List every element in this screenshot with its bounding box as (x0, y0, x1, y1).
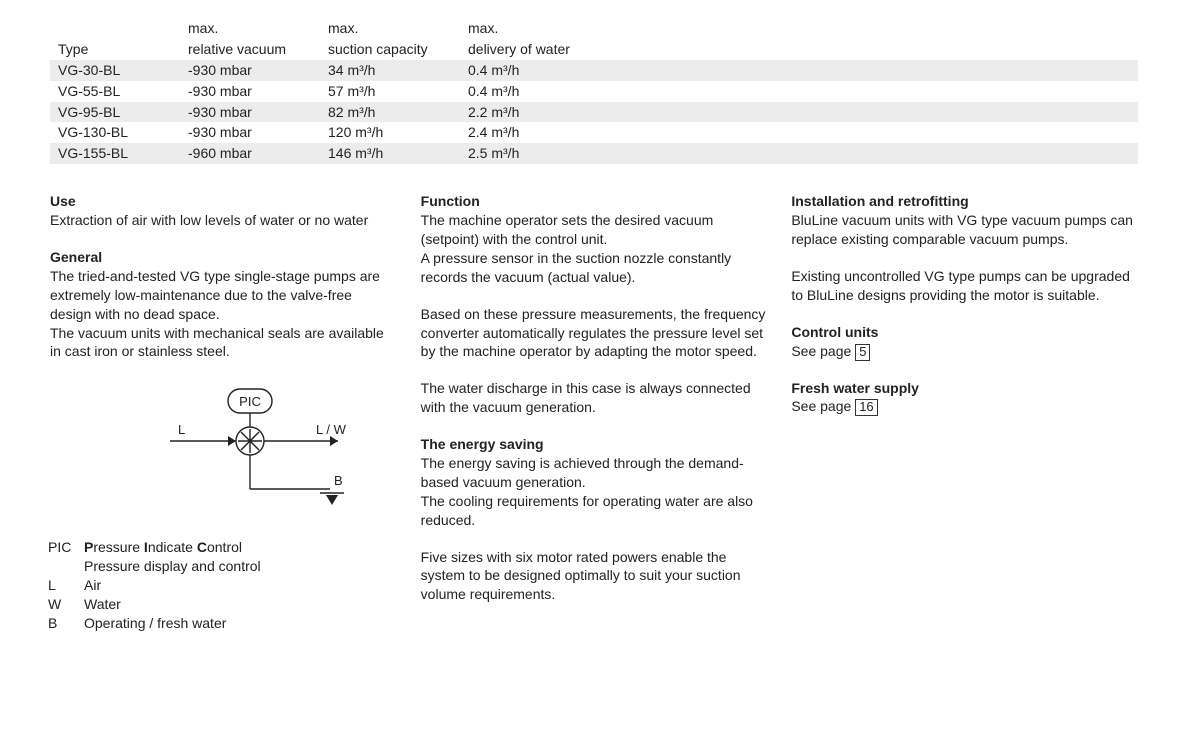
energy-heading: The energy saving (421, 435, 768, 454)
legend-key-l: L (48, 576, 84, 595)
table-row: VG-130-BL -930 mbar 120 m³/h 2.4 m³/h (50, 122, 1138, 143)
cell-del: 0.4 m³/h (460, 81, 1138, 102)
energy-p2: The cooling requirements for operating w… (421, 492, 768, 530)
spec-table: max. max. max. Type relative vacuum suct… (50, 18, 1138, 164)
table-row: VG-30-BL -930 mbar 34 m³/h 0.4 m³/h (50, 60, 1138, 81)
cell-type: VG-130-BL (50, 122, 180, 143)
energy-p1: The energy saving is achieved through th… (421, 454, 768, 492)
th-del: delivery of water (460, 39, 1138, 60)
legend-pic-bold: Pressure Indicate Control (84, 538, 242, 557)
cell-del: 2.2 m³/h (460, 102, 1138, 123)
cell-vac: -960 mbar (180, 143, 320, 164)
cell-del: 2.4 m³/h (460, 122, 1138, 143)
th-pre-vac: max. (180, 18, 320, 39)
cell-type: VG-95-BL (50, 102, 180, 123)
cell-suc: 57 m³/h (320, 81, 460, 102)
legend-l: Air (84, 576, 101, 595)
table-row: VG-95-BL -930 mbar 82 m³/h 2.2 m³/h (50, 102, 1138, 123)
cell-suc: 120 m³/h (320, 122, 460, 143)
svg-text:L: L (178, 422, 185, 437)
install-p2: Existing uncontrolled VG type pumps can … (791, 267, 1138, 305)
legend-key-w: W (48, 595, 84, 614)
table-row: VG-155-BL -960 mbar 146 m³/h 2.5 m³/h (50, 143, 1138, 164)
th-suc: suction capacity (320, 39, 460, 60)
th-type: Type (50, 39, 180, 60)
text-columns: Use Extraction of air with low levels of… (50, 192, 1138, 633)
cell-vac: -930 mbar (180, 81, 320, 102)
install-heading: Installation and retrofitting (791, 192, 1138, 211)
cell-del: 0.4 m³/h (460, 60, 1138, 81)
legend-key-b: B (48, 614, 84, 633)
energy-p3: Five sizes with six motor rated powers e… (421, 548, 768, 605)
legend-pic-sub: Pressure display and control (84, 557, 261, 576)
control-see: See page 5 (791, 342, 1138, 361)
use-text: Extraction of air with low levels of wat… (50, 211, 397, 230)
cell-del: 2.5 m³/h (460, 143, 1138, 164)
col-left: Use Extraction of air with low levels of… (50, 192, 397, 633)
cell-suc: 146 m³/h (320, 143, 460, 164)
function-p3: Based on these pressure measurements, th… (421, 305, 768, 362)
use-heading: Use (50, 192, 397, 211)
function-p4: The water discharge in this case is alwa… (421, 379, 768, 417)
legend-w: Water (84, 595, 121, 614)
table-row: VG-55-BL -930 mbar 57 m³/h 0.4 m³/h (50, 81, 1138, 102)
legend-key-pic: PIC (48, 538, 84, 557)
th-pre-del: max. (460, 18, 1138, 39)
pageref-control[interactable]: 5 (855, 344, 870, 361)
svg-text:B: B (334, 473, 343, 488)
th-pre-suc: max. (320, 18, 460, 39)
th-vac: relative vacuum (180, 39, 320, 60)
fresh-see: See page 16 (791, 397, 1138, 416)
general-text-2: The vacuum units with mechanical seals a… (50, 324, 397, 362)
cell-suc: 34 m³/h (320, 60, 460, 81)
install-p1: BluLine vacuum units with VG type vacuum… (791, 211, 1138, 249)
cell-vac: -930 mbar (180, 122, 320, 143)
general-heading: General (50, 248, 397, 267)
cell-vac: -930 mbar (180, 102, 320, 123)
diagram-legend: PIC Pressure Indicate Control Pressure d… (48, 538, 397, 632)
cell-type: VG-30-BL (50, 60, 180, 81)
cell-suc: 82 m³/h (320, 102, 460, 123)
general-text-1: The tried-and-tested VG type single-stag… (50, 267, 397, 324)
control-heading: Control units (791, 323, 1138, 342)
cell-type: VG-155-BL (50, 143, 180, 164)
svg-text:L / W: L / W (316, 422, 347, 437)
function-p1: The machine operator sets the desired va… (421, 211, 768, 249)
svg-text:PIC: PIC (239, 394, 261, 409)
pageref-fresh[interactable]: 16 (855, 399, 877, 416)
col-right: Installation and retrofitting BluLine va… (791, 192, 1138, 633)
legend-b: Operating / fresh water (84, 614, 226, 633)
cell-vac: -930 mbar (180, 60, 320, 81)
function-heading: Function (421, 192, 768, 211)
cell-type: VG-55-BL (50, 81, 180, 102)
pic-diagram: PIC L (120, 381, 397, 516)
col-mid: Function The machine operator sets the d… (421, 192, 768, 633)
function-p2: A pressure sensor in the suction nozzle … (421, 249, 768, 287)
fresh-heading: Fresh water supply (791, 379, 1138, 398)
